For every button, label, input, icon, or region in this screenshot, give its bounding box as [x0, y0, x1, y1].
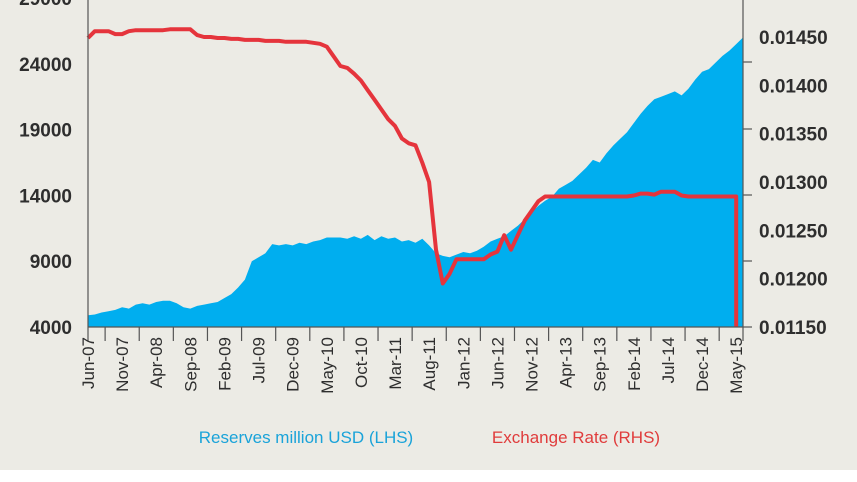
- x-axis-tick-label: Jul-09: [250, 337, 269, 383]
- exchange-rate-line-series: [86, 27, 739, 327]
- exchange-rate-line: [86, 27, 739, 327]
- x-axis-tick-label: Nov-07: [113, 337, 132, 392]
- x-axis-tick-label: May-15: [727, 337, 746, 394]
- x-axis-labels: Jun-07 Nov-07 Apr-08 Sep-08 Feb-09 Jul-09 Dec-…: [79, 337, 746, 394]
- x-axis-tick-label: Jun-12: [488, 337, 507, 389]
- reserves-area-series: [88, 37, 743, 327]
- left-axis-tick-label: 14000: [19, 186, 72, 207]
- right-axis-labels: 0.01150 0.01200 0.01250 0.01300 0.01350 0.014…: [759, 28, 828, 339]
- right-axis-tick-label: 0.01250: [759, 221, 828, 242]
- left-axis-tick-label: 9000: [30, 252, 72, 273]
- x-axis-tick-label: Nov-12: [522, 337, 541, 392]
- x-axis-tick-label: Feb-14: [625, 337, 644, 391]
- x-axis-tick-label: Oct-10: [352, 337, 371, 388]
- x-axis-tick-label: May-10: [318, 337, 337, 394]
- x-axis-tick-label: Jun-07: [79, 337, 98, 389]
- left-axis-tick-label: 4000: [30, 318, 72, 339]
- legend-reserves: Reserves million USD (LHS): [199, 428, 413, 447]
- axes: [87, 0, 752, 341]
- right-axis-tick-label: 0.01350: [759, 125, 828, 146]
- x-axis-tick-label: Sep-08: [181, 337, 200, 392]
- reserves-area: [88, 37, 743, 327]
- x-axis-tick-label: Aug-11: [420, 337, 439, 391]
- x-axis-tick-label: Feb-09: [215, 337, 234, 391]
- right-axis-tick-label: 0.01300: [759, 173, 828, 194]
- left-axis-tick-label: 19000: [19, 121, 72, 142]
- right-axis-tick-label: 0.01400: [759, 76, 828, 97]
- right-axis-tick-label: 0.01150: [759, 318, 827, 339]
- left-axis-tick-label: 29000: [19, 0, 72, 10]
- x-axis-tick-label: Mar-11: [386, 337, 405, 390]
- right-axis-tick-label: 0.01200: [759, 270, 828, 291]
- left-axis-labels: 4000 9000 14000 19000 24000 29000: [19, 0, 72, 339]
- right-axis-tick-label: 0.01450: [759, 28, 828, 49]
- x-axis-tick-label: Jan-12: [454, 337, 473, 389]
- x-axis-tick-label: Dec-09: [284, 337, 303, 392]
- x-axis-tick-label: Apr-13: [557, 337, 576, 388]
- x-axis-tick-label: Dec-14: [693, 337, 712, 392]
- legend-exchange-rate: Exchange Rate (RHS): [492, 428, 660, 447]
- x-axis-tick-label: Apr-08: [147, 337, 166, 388]
- x-axis-tick-label: Jul-14: [659, 337, 678, 383]
- x-axis-tick-label: Sep-13: [591, 337, 610, 392]
- left-axis-tick-label: 24000: [19, 55, 72, 76]
